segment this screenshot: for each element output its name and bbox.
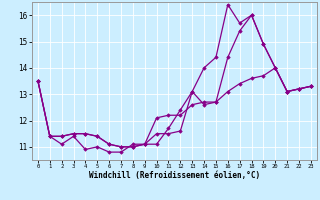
X-axis label: Windchill (Refroidissement éolien,°C): Windchill (Refroidissement éolien,°C): [89, 171, 260, 180]
